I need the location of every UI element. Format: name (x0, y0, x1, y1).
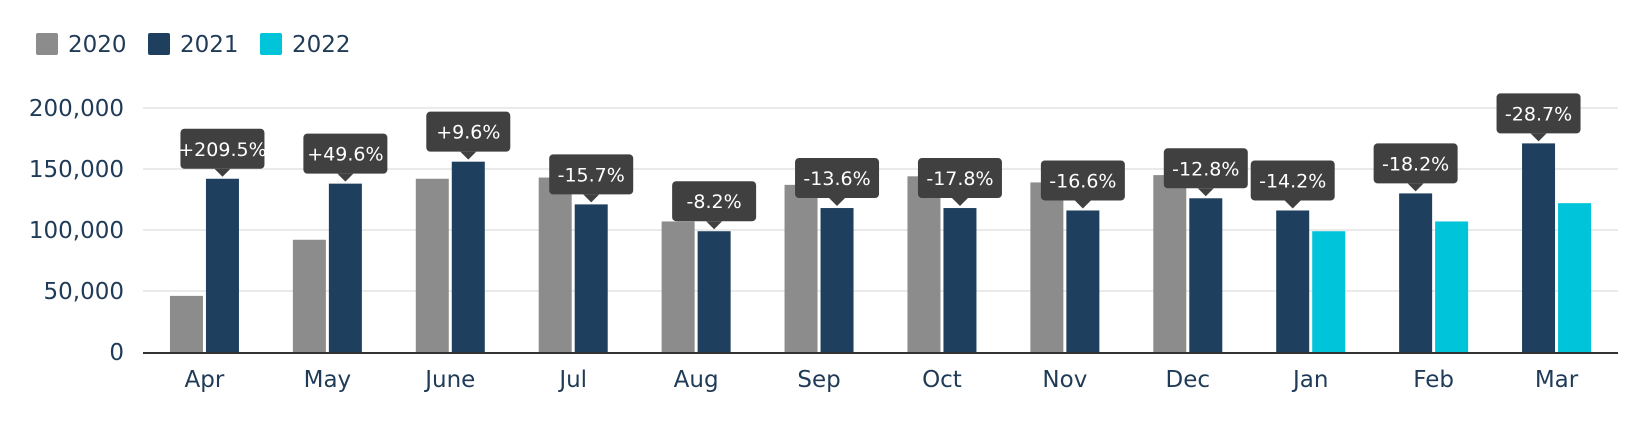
bar-2020-jul[interactable] (538, 177, 572, 352)
callout-pointer (214, 168, 231, 177)
callout-label: +209.5% (178, 139, 266, 161)
bar-2022-mar[interactable] (1558, 203, 1592, 352)
x-tick-label: Sep (797, 367, 840, 393)
callout-label: +9.6% (436, 122, 500, 144)
y-tick-label: 200,000 (29, 96, 124, 122)
bar-2022-jan[interactable] (1312, 231, 1346, 352)
callout-box (426, 111, 511, 152)
legend-swatch-2022 (260, 33, 282, 55)
callout-pointer (460, 151, 477, 160)
callout-pointer (951, 198, 968, 207)
bar-2021-sep[interactable] (820, 208, 854, 352)
x-tick-label: Aug (674, 367, 719, 393)
callout-box (303, 133, 388, 174)
callout-pointer (1074, 200, 1091, 209)
x-tick-label: Oct (922, 367, 962, 393)
callout-label: -12.8% (1172, 158, 1239, 180)
callout-label: -13.6% (803, 168, 870, 190)
bar-2021-june[interactable] (451, 161, 485, 352)
callout-label: -16.6% (1049, 170, 1116, 192)
x-tick-label: Nov (1042, 367, 1087, 393)
callout-label: -15.7% (558, 164, 625, 186)
legend-label-2021: 2021 (180, 32, 239, 58)
bar-2021-nov[interactable] (1066, 210, 1100, 352)
callout-pointer (583, 194, 600, 203)
callout-box (1163, 148, 1248, 189)
callout-label: -28.7% (1505, 103, 1572, 125)
callout-box (672, 181, 757, 222)
callout-pointer (1284, 200, 1301, 209)
x-tick-label: Jul (557, 367, 587, 393)
y-tick-label: 50,000 (44, 279, 124, 305)
callout-box (1040, 160, 1125, 201)
y-tick-label: 150,000 (29, 157, 124, 183)
legend-label-2020: 2020 (68, 32, 127, 58)
bar-2020-june[interactable] (415, 178, 449, 352)
callout-pointer (829, 198, 846, 207)
legend-label-2022: 2022 (292, 32, 351, 58)
bar-2021-oct[interactable] (943, 208, 977, 352)
bar-2020-apr[interactable] (169, 295, 203, 352)
x-tick-label: Apr (185, 367, 225, 393)
x-tick-label: Feb (1413, 367, 1454, 393)
bar-2021-jan[interactable] (1276, 210, 1310, 352)
callout-box (1373, 143, 1458, 184)
callout-label: +49.6% (307, 144, 383, 166)
callout-box (795, 158, 880, 199)
bar-2022-feb[interactable] (1435, 221, 1469, 352)
callout-pointer (1530, 133, 1547, 142)
bar-2020-sep[interactable] (784, 184, 818, 352)
callout-pointer (706, 221, 723, 230)
callout-box (1496, 93, 1581, 134)
callout-box (917, 158, 1002, 199)
callout-box (549, 154, 634, 195)
bar-2021-dec[interactable] (1189, 198, 1223, 352)
bar-2021-jul[interactable] (574, 204, 608, 352)
y-tick-label: 100,000 (29, 218, 124, 244)
callout-pointer (337, 173, 354, 182)
bar-2020-dec[interactable] (1153, 175, 1187, 352)
y-tick-label: 0 (109, 340, 124, 366)
legend-swatch-2021 (148, 33, 170, 55)
bar-2021-feb[interactable] (1399, 193, 1433, 352)
x-tick-label: Mar (1535, 367, 1579, 393)
bar-2020-oct[interactable] (907, 176, 941, 352)
bar-2021-apr[interactable] (205, 178, 239, 352)
bar-2021-may[interactable] (328, 183, 362, 352)
bar-2021-mar[interactable] (1522, 143, 1556, 352)
x-tick-label: June (423, 367, 475, 393)
callout-label: -18.2% (1382, 153, 1449, 175)
bar-2020-nov[interactable] (1030, 182, 1064, 352)
callout-label: -8.2% (687, 191, 742, 213)
callout-label: -14.2% (1259, 170, 1326, 192)
bar-2020-aug[interactable] (661, 221, 695, 352)
x-tick-label: May (304, 367, 352, 393)
legend-swatch-2020 (36, 33, 58, 55)
callout-label: -17.8% (926, 168, 993, 190)
x-tick-label: Jan (1291, 367, 1328, 393)
x-tick-label: Dec (1166, 367, 1211, 393)
callout-pointer (1197, 188, 1214, 197)
callout-pointer (1407, 183, 1424, 192)
callout-box (180, 128, 265, 169)
bar-2021-aug[interactable] (697, 231, 731, 352)
bar-2020-may[interactable] (292, 239, 326, 352)
callout-box (1250, 160, 1335, 201)
